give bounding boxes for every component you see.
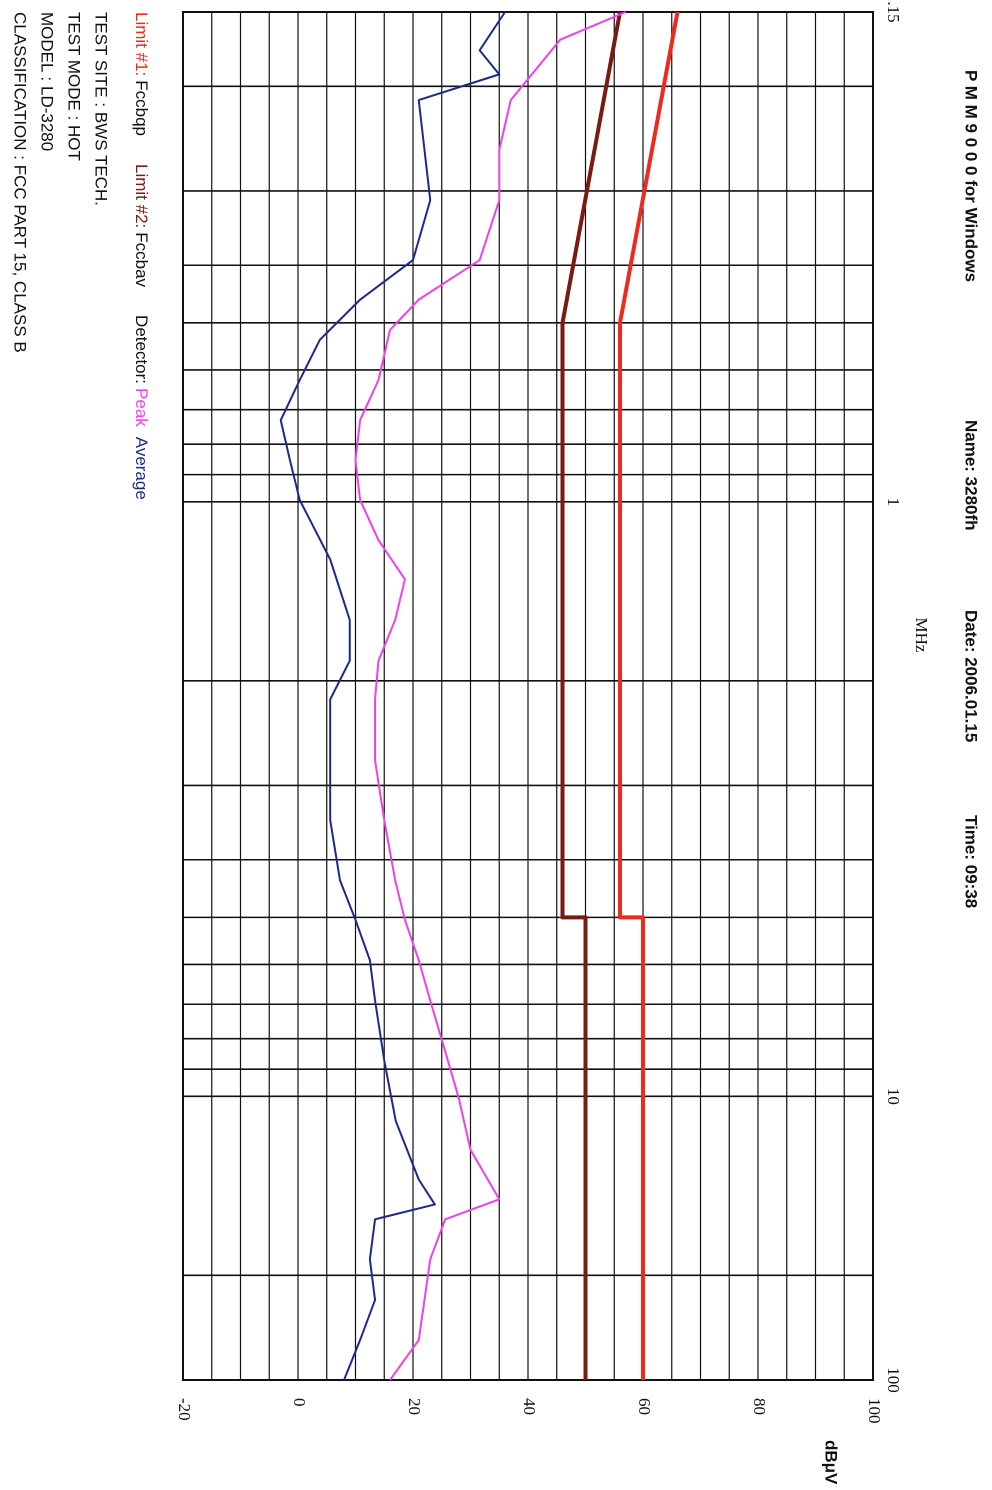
info-line: MODEL : LD-3280 (38, 12, 57, 151)
detector-label: Detector: (132, 315, 151, 384)
x-axis-label: MHz (912, 618, 931, 653)
x-tick-label: 1 (884, 498, 903, 507)
chart-title: P M M 9 0 0 0 for Windows (962, 70, 981, 282)
info-line: TEST MODE : HOT (65, 12, 84, 161)
y-tick-label: 100 (865, 1398, 884, 1424)
legend-entry: Average (132, 437, 151, 500)
legend-entry: Peak (132, 388, 151, 427)
series-line (279, 11, 506, 1381)
legend-entry: Fccbav (132, 232, 151, 287)
y-tick-label: 80 (750, 1398, 769, 1415)
y-tick-label: 40 (520, 1398, 539, 1415)
y-tick-label: -20 (175, 1398, 194, 1421)
legend: Limit #1: Fccbqp Limit #2: Fccbav Detector: P… (132, 12, 151, 500)
x-tick-label: 10 (884, 1088, 903, 1105)
name-label: Name: 3280fh (962, 420, 981, 531)
y-tick-label: 60 (635, 1398, 654, 1415)
plot-border (182, 11, 874, 1381)
info-line: CLASSIFICATION : FCC PART 15, CLASS B (11, 12, 30, 353)
legend-entry: Fccbqp (132, 80, 151, 136)
x-tick-label: .15 (884, 1, 903, 22)
rotated-chart: P M M 9 0 0 0 for Windows Name: 3280fh D… (11, 1, 981, 1485)
legend-tag: Limit #2: (132, 164, 151, 228)
info-line: TEST SITE : BWS TECH. (92, 12, 111, 206)
y-axis-label: dBμV (822, 1440, 841, 1485)
y-tick-label: 20 (405, 1398, 424, 1415)
series-line (560, 11, 622, 1380)
time-label: Time: 09:38 (962, 815, 981, 908)
y-tick-label: 0 (290, 1398, 309, 1407)
legend-tag: Limit #1: (132, 12, 151, 76)
series-line (354, 11, 627, 1381)
x-end-label: 100 (884, 1367, 903, 1393)
series-line (618, 11, 680, 1380)
date-label: Date: 2006.01.15 (962, 610, 981, 742)
